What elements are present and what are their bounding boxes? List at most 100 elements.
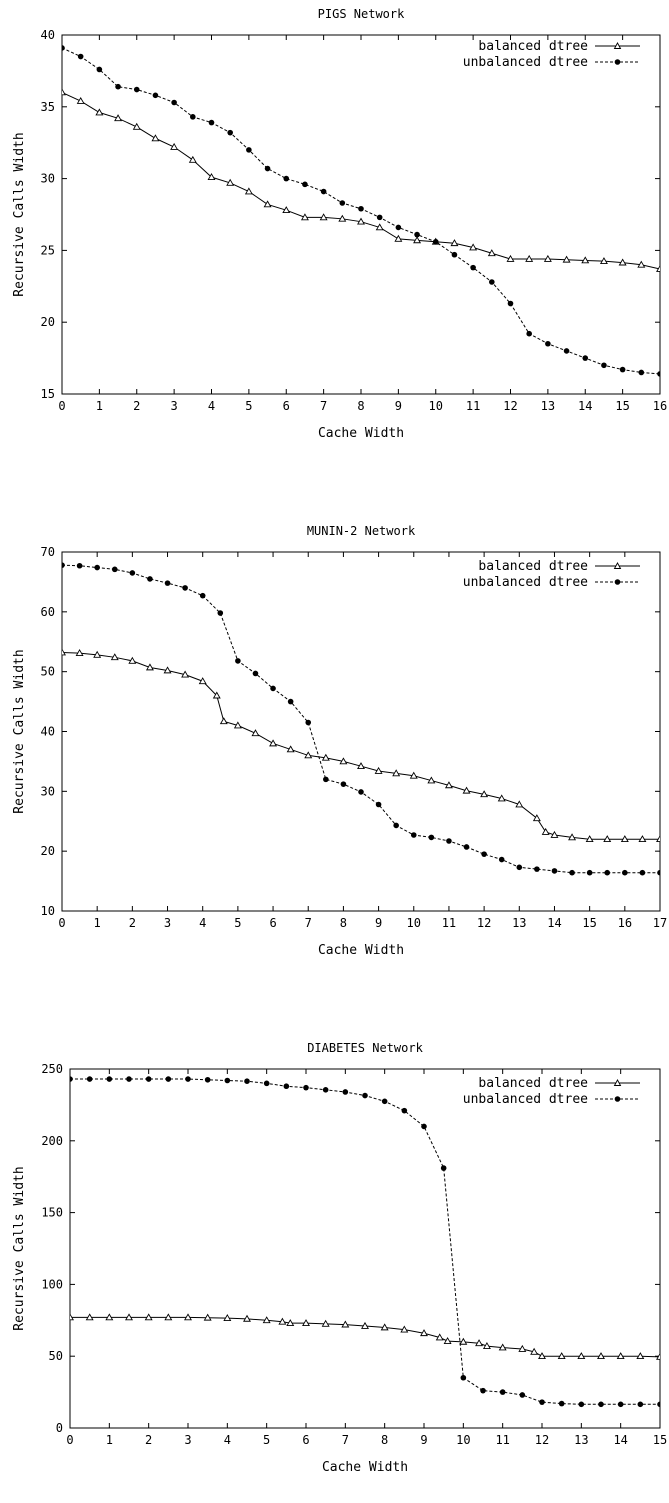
data-point-circle [480, 1387, 486, 1394]
data-point-circle [617, 1401, 624, 1408]
data-point-triangle [480, 790, 489, 798]
data-point-circle [460, 1374, 467, 1381]
legend-label-balanced-dtree: balanced dtree [478, 559, 588, 574]
x-tick-label: 3 [171, 399, 178, 413]
data-point-triangle [498, 1343, 507, 1351]
x-tick-label: 4 [199, 916, 206, 930]
data-point-triangle [151, 134, 160, 142]
data-point-circle [410, 832, 417, 838]
data-point-circle [507, 300, 514, 307]
data-point-circle [657, 1401, 660, 1408]
legend-marker-circle [614, 59, 621, 65]
data-point-circle [598, 1401, 604, 1408]
data-point-circle [519, 1392, 526, 1398]
x-tick-label: 14 [578, 399, 592, 413]
y-tick-label: 250 [41, 1062, 63, 1076]
data-point-circle [76, 562, 83, 569]
y-tick-label: 200 [41, 1134, 63, 1148]
data-point-circle [94, 564, 100, 571]
x-tick-label: 8 [381, 1433, 388, 1447]
chart-panel-diabetes: DIABETES Network Cache Width Recursive C… [12, 1041, 667, 1475]
x-tick-label: 12 [535, 1433, 549, 1447]
data-point-triangle [462, 786, 471, 794]
data-point-circle [264, 165, 271, 172]
data-point-triangle [400, 1325, 409, 1333]
data-point-triangle [278, 1317, 287, 1325]
legend-marker-triangle [613, 42, 622, 49]
series-line-balanced-dtree [62, 91, 660, 270]
data-point-triangle [110, 653, 119, 661]
data-point-circle [414, 231, 420, 238]
data-point-circle [252, 670, 259, 677]
data-point-triangle [128, 656, 137, 664]
data-point-triangle [475, 1339, 484, 1347]
data-point-triangle [170, 142, 179, 150]
x-tick-label: 12 [503, 399, 517, 413]
data-point-circle [302, 181, 308, 188]
data-point-triangle [105, 1313, 114, 1321]
x-tick-label: 7 [320, 399, 327, 413]
data-point-circle [516, 864, 523, 871]
data-point-circle [499, 1389, 506, 1395]
data-point-circle [86, 1076, 93, 1082]
data-point-circle [70, 1076, 73, 1082]
x-tick-label: 4 [224, 1433, 231, 1447]
data-point-triangle [581, 256, 590, 264]
legend-label-balanced-dtree: balanced dtree [478, 1076, 588, 1091]
x-tick-label: 14 [613, 1433, 627, 1447]
x-tick-label: 9 [375, 916, 382, 930]
data-point-circle [440, 1165, 447, 1171]
y-axis-label: Recursive Calls Width [12, 132, 27, 296]
x-tick-label: 16 [618, 916, 632, 930]
data-point-circle [283, 1083, 290, 1090]
data-point-triangle [286, 1319, 295, 1327]
data-point-triangle [530, 1347, 539, 1355]
plot-frame [61, 34, 661, 395]
data-point-triangle [637, 260, 646, 268]
data-point-circle [534, 866, 540, 872]
x-tick-label: 11 [442, 916, 456, 930]
data-point-triangle [269, 739, 278, 747]
data-point-circle [152, 92, 159, 99]
plot-frame [61, 551, 661, 912]
data-point-circle [283, 175, 290, 182]
series-line-unbalanced-dtree [62, 564, 660, 874]
data-point-circle [619, 366, 626, 373]
data-point-triangle [357, 762, 365, 770]
data-point-circle [77, 53, 84, 60]
x-tick-label: 15 [653, 1433, 667, 1447]
data-point-triangle [76, 96, 85, 104]
data-point-triangle [62, 648, 66, 656]
y-tick-label: 25 [41, 243, 55, 257]
data-point-circle [305, 719, 312, 726]
legend-marker-circle [614, 1096, 621, 1102]
data-point-circle [569, 869, 575, 876]
data-point-triangle [302, 1319, 310, 1327]
data-point-triangle [233, 721, 242, 729]
data-point-triangle [380, 1323, 389, 1331]
data-point-triangle [75, 649, 84, 656]
data-point-circle [358, 205, 364, 212]
legend-label-unbalanced-dtree: unbalanced dtree [463, 1092, 588, 1107]
data-point-circle [339, 200, 346, 206]
y-tick-label: 150 [41, 1206, 63, 1220]
data-point-circle [582, 355, 589, 361]
y-tick-label: 15 [41, 387, 55, 401]
data-point-circle [133, 86, 140, 93]
data-point-circle [204, 1076, 211, 1083]
data-point-triangle [599, 257, 608, 265]
data-point-triangle [506, 254, 515, 262]
data-point-circle [171, 99, 177, 106]
data-point-circle [126, 1076, 132, 1082]
x-tick-label: 15 [582, 916, 596, 930]
x-tick-label: 9 [420, 1433, 427, 1447]
data-point-circle [129, 570, 136, 576]
y-tick-label: 35 [41, 100, 55, 114]
data-point-circle [393, 822, 399, 829]
y-axis-label: Recursive Calls Width [12, 1166, 27, 1330]
data-point-triangle [532, 814, 541, 822]
data-point-triangle [62, 88, 66, 96]
data-point-triangle [300, 213, 309, 221]
data-point-circle [545, 340, 551, 347]
data-point-triangle [656, 264, 660, 272]
